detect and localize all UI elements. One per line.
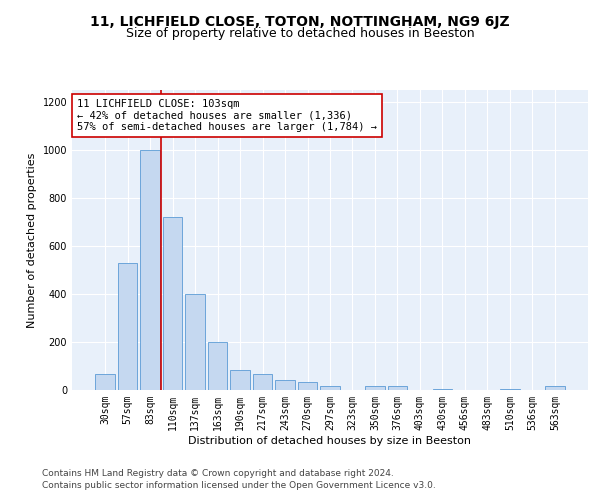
Bar <box>140 150 160 390</box>
Bar <box>208 342 227 390</box>
Bar <box>253 374 272 390</box>
Bar <box>95 374 115 390</box>
Text: Contains HM Land Registry data © Crown copyright and database right 2024.: Contains HM Land Registry data © Crown c… <box>42 468 394 477</box>
Bar <box>320 386 340 390</box>
Text: Contains public sector information licensed under the Open Government Licence v3: Contains public sector information licen… <box>42 481 436 490</box>
Bar <box>163 217 182 390</box>
Bar <box>545 386 565 390</box>
Text: Size of property relative to detached houses in Beeston: Size of property relative to detached ho… <box>125 28 475 40</box>
Bar <box>298 382 317 390</box>
Text: 11, LICHFIELD CLOSE, TOTON, NOTTINGHAM, NG9 6JZ: 11, LICHFIELD CLOSE, TOTON, NOTTINGHAM, … <box>90 15 510 29</box>
Bar <box>365 386 385 390</box>
Bar <box>433 389 452 390</box>
X-axis label: Distribution of detached houses by size in Beeston: Distribution of detached houses by size … <box>188 436 472 446</box>
Bar <box>185 294 205 390</box>
Bar <box>230 370 250 390</box>
Y-axis label: Number of detached properties: Number of detached properties <box>27 152 37 328</box>
Text: 11 LICHFIELD CLOSE: 103sqm
← 42% of detached houses are smaller (1,336)
57% of s: 11 LICHFIELD CLOSE: 103sqm ← 42% of deta… <box>77 99 377 132</box>
Bar <box>500 389 520 390</box>
Bar <box>275 380 295 390</box>
Bar <box>118 263 137 390</box>
Bar <box>388 386 407 390</box>
